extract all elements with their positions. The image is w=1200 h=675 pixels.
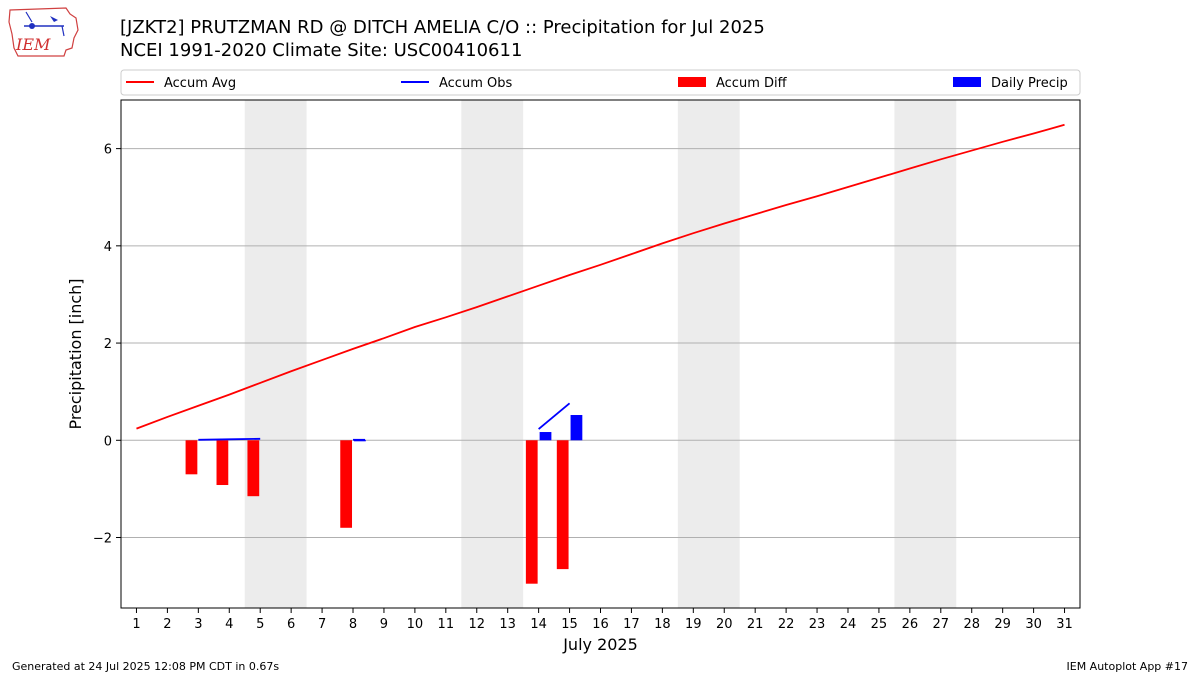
daily-precip-bar [539, 432, 552, 441]
accum-diff-bar [185, 440, 198, 475]
y-tick-label: −2 [93, 532, 112, 547]
daily-precip-bar [570, 415, 583, 441]
y-axis-label: Precipitation [inch] [66, 278, 85, 429]
accum-diff-bar [247, 440, 260, 497]
accum-diff-bar [556, 440, 569, 570]
accum-obs-line [538, 402, 571, 430]
logo-text: IEM [15, 35, 51, 54]
x-tick-label: 2 [163, 617, 171, 632]
x-tick-label: 14 [530, 617, 547, 632]
x-tick-label: 3 [194, 617, 202, 632]
chart-subtitle: NCEI 1991-2020 Climate Site: USC00410611 [120, 40, 523, 61]
legend-swatch-accum-diff [678, 77, 706, 87]
x-tick-label: 23 [809, 617, 826, 632]
y-tick-label: 4 [104, 240, 112, 255]
footer-app: IEM Autoplot App #17 [1066, 660, 1189, 673]
x-tick-label: 11 [438, 617, 455, 632]
y-tick-label: 0 [104, 434, 112, 449]
x-tick-label: 13 [499, 617, 516, 632]
accum-diff-bar [340, 440, 353, 528]
x-tick-label: 28 [963, 617, 980, 632]
accum-diff-bar [525, 440, 538, 584]
x-tick-label: 8 [349, 617, 357, 632]
legend-label-accum-diff: Accum Diff [716, 76, 788, 91]
x-tick-label: 21 [747, 617, 764, 632]
x-tick-label: 4 [225, 617, 233, 632]
x-tick-label: 30 [1025, 617, 1042, 632]
x-tick-label: 16 [592, 617, 609, 632]
x-tick-label: 1 [132, 617, 140, 632]
accum-obs-line [198, 437, 261, 441]
legend-label-accum-obs: Accum Obs [439, 76, 512, 91]
x-tick-label: 25 [871, 617, 888, 632]
legend-label-accum-avg: Accum Avg [164, 76, 236, 91]
accum-diff-bar [216, 440, 229, 486]
x-tick-label: 10 [407, 617, 424, 632]
y-tick-label: 6 [104, 143, 112, 158]
weekend-band [244, 100, 307, 608]
x-tick-label: 6 [287, 617, 295, 632]
weekend-band [461, 100, 524, 608]
x-tick-label: 15 [561, 617, 578, 632]
accum-avg-line [136, 123, 1065, 430]
footer-generated: Generated at 24 Jul 2025 12:08 PM CDT in… [12, 660, 280, 673]
x-axis-label: July 2025 [562, 635, 638, 654]
x-tick-label: 31 [1056, 617, 1073, 632]
x-tick-label: 9 [380, 617, 388, 632]
x-tick-label: 29 [994, 617, 1011, 632]
x-tick-label: 24 [840, 617, 857, 632]
weekend-band [894, 100, 957, 608]
legend-label-daily-precip: Daily Precip [991, 76, 1068, 91]
plot-frame [120, 99, 1081, 609]
x-tick-label: 20 [716, 617, 733, 632]
legend-box [120, 69, 1081, 96]
legend-swatch-daily-precip [953, 77, 981, 87]
y-tick-label: 2 [104, 337, 112, 352]
iem-logo[interactable]: IEM [6, 4, 82, 64]
x-tick-label: 26 [902, 617, 919, 632]
weekend-band [677, 100, 740, 608]
x-tick-label: 22 [778, 617, 795, 632]
iem-iowa-logo: IEM [8, 7, 79, 57]
x-tick-label: 12 [468, 617, 485, 632]
chart-title: [JZKT2] PRUTZMAN RD @ DITCH AMELIA C/O :… [120, 17, 765, 38]
x-tick-label: 17 [623, 617, 640, 632]
x-tick-label: 5 [256, 617, 264, 632]
x-tick-label: 18 [654, 617, 671, 632]
x-tick-label: 19 [685, 617, 702, 632]
x-tick-label: 27 [933, 617, 950, 632]
x-tick-label: 7 [318, 617, 326, 632]
